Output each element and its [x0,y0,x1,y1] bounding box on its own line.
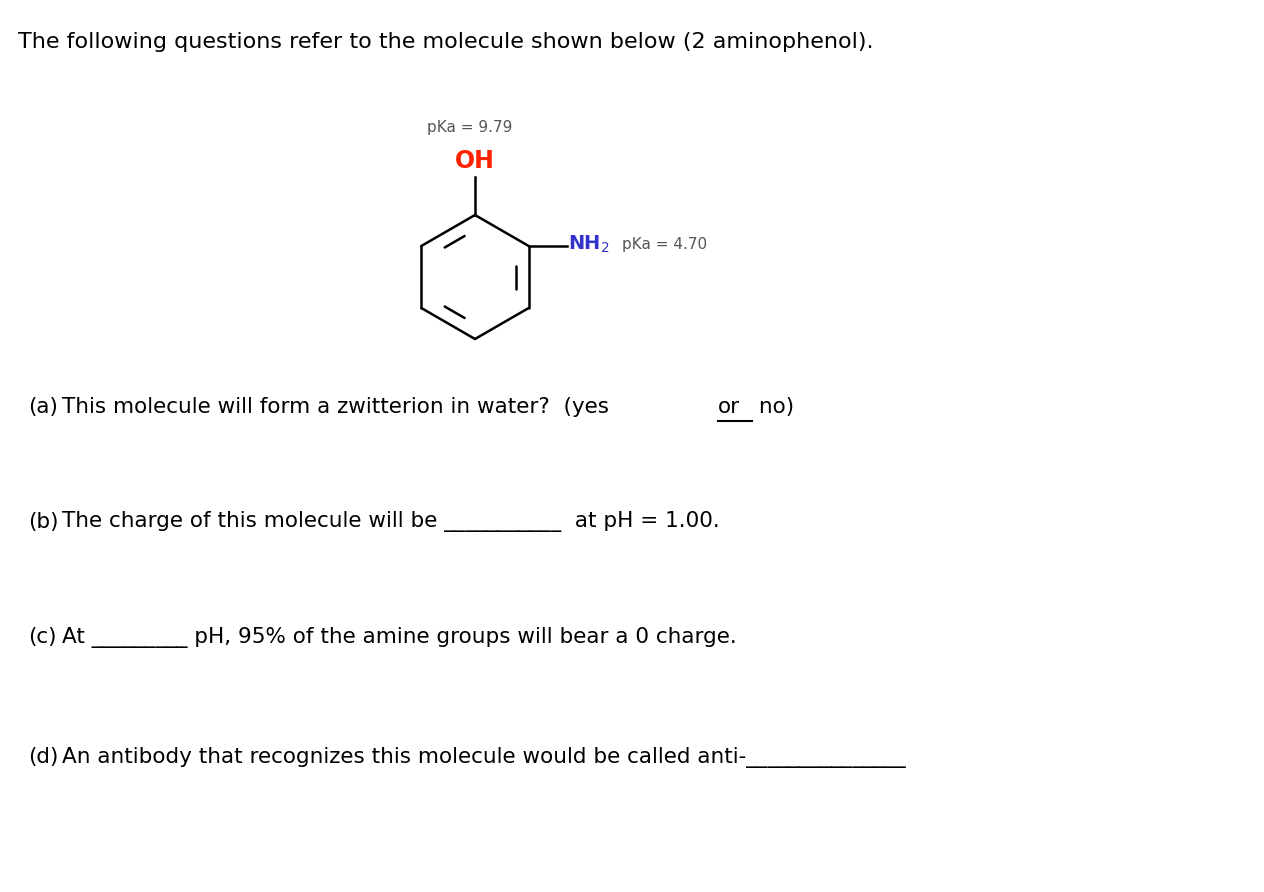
Text: OH: OH [455,149,495,173]
Text: NH$_2$: NH$_2$ [568,234,609,254]
Text: no): no) [752,397,794,417]
Text: An antibody that recognizes this molecule would be called anti-_______________: An antibody that recognizes this molecul… [62,747,905,767]
Text: (a): (a) [28,397,58,417]
Text: At _________ pH, 95% of the amine groups will bear a 0 charge.: At _________ pH, 95% of the amine groups… [62,626,737,648]
Text: (d): (d) [28,747,58,767]
Text: (b): (b) [28,512,58,532]
Text: (c): (c) [28,627,57,647]
Text: This molecule will form a zwitterion in water?  (yes: This molecule will form a zwitterion in … [62,397,616,417]
Text: The charge of this molecule will be ___________  at pH = 1.00.: The charge of this molecule will be ____… [62,511,719,533]
Text: or: or [718,397,741,417]
Text: The following questions refer to the molecule shown below (2 aminophenol).: The following questions refer to the mol… [18,32,873,52]
Text: pKa = 9.79: pKa = 9.79 [427,120,513,135]
Text: pKa = 4.70: pKa = 4.70 [622,236,707,252]
